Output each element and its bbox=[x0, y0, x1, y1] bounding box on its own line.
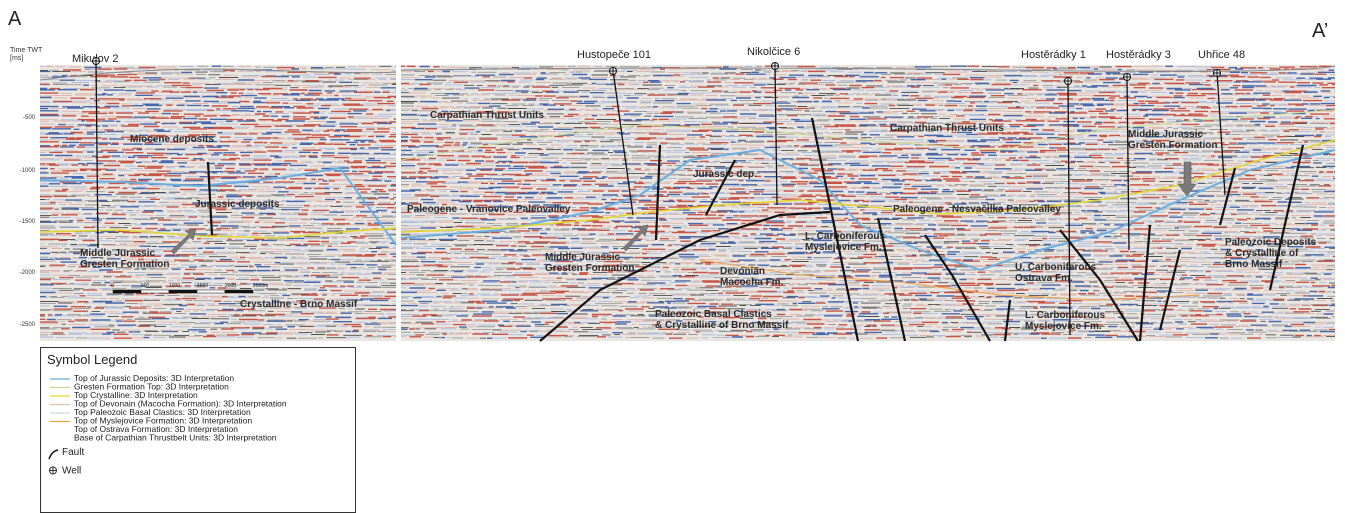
legend-label: Top Crystalline: 3D Interpretation bbox=[74, 390, 198, 400]
well-symbol-cross bbox=[609, 67, 617, 75]
formation-label: Ostrava Fm. bbox=[1015, 273, 1073, 284]
well-symbol-cross bbox=[1213, 69, 1221, 77]
legend-label: Fault bbox=[62, 447, 84, 458]
well-label: Hustopeče 101 bbox=[577, 49, 651, 61]
y-tick-label: -2500 bbox=[20, 322, 36, 328]
formation-label: L. Carboniferous bbox=[1025, 310, 1105, 321]
well-label: Hostěrádky 1 bbox=[1021, 49, 1086, 61]
formation-label: & Crystalline of bbox=[1225, 248, 1299, 259]
y-tick-label: -1000 bbox=[20, 168, 36, 174]
legend: Top of Jurassic Deposits: 3D Interpretat… bbox=[48, 373, 287, 477]
scale-label: 2500m bbox=[253, 283, 268, 289]
well-path bbox=[1067, 79, 1071, 336]
y-axis: -500 -1000 -1500 -2000 -2500 bbox=[20, 115, 36, 328]
arrows bbox=[170, 161, 1197, 255]
formation-label: Brno Massif bbox=[1225, 259, 1283, 270]
formation-label: Paleozoic Basal Clastics bbox=[655, 309, 772, 320]
legend-title: Symbol Legend bbox=[47, 352, 137, 367]
formation-label: Paleogene - Nesvačilka Paleovalley bbox=[893, 204, 1061, 215]
formation-label: Crystalline - Brno Massif bbox=[240, 299, 358, 310]
legend-well-cross bbox=[49, 467, 57, 474]
formation-label: Devonian bbox=[720, 266, 765, 277]
formation-label: Myslejovice Fm. bbox=[1025, 321, 1102, 332]
scale-label: 1500 bbox=[197, 283, 208, 289]
legend-fault-icon bbox=[48, 449, 59, 460]
well-symbol-cross bbox=[1064, 77, 1072, 85]
well-path bbox=[612, 69, 634, 216]
formation-label: Paleozoic Deposits bbox=[1225, 237, 1317, 248]
formation-label: Macocha Fm. bbox=[720, 277, 784, 288]
seismic-reflections bbox=[40, 65, 1335, 339]
seismic-reflections bbox=[40, 65, 1335, 339]
formation-label: & Crystalline of Brno Massif bbox=[655, 320, 789, 331]
scale-label: 0 bbox=[111, 283, 114, 289]
formation-label: L. Carboniferous bbox=[805, 231, 885, 242]
formation-label: Gresten Formation bbox=[1128, 140, 1217, 151]
well-symbol-cross bbox=[771, 62, 779, 70]
legend-label: Gresten Formation Top: 3D Interpretation bbox=[74, 382, 229, 392]
formation-label: Miocene deposits bbox=[130, 134, 214, 145]
well-label: Uhřice 48 bbox=[1198, 49, 1245, 61]
legend-label: Top Paleozoic Basal Clastics: 3D Interpr… bbox=[74, 407, 251, 417]
scale-segment bbox=[112, 289, 142, 294]
scale-segment bbox=[168, 289, 198, 294]
formation-label: Middle Jurassic bbox=[545, 252, 620, 263]
seismic-texture bbox=[39, 65, 1336, 339]
annotations: Miocene deposits Jurassic deposits Middle … bbox=[80, 110, 1317, 332]
formation-label: Gresten Formation bbox=[80, 259, 169, 270]
scale-label: 2000 bbox=[225, 283, 236, 289]
scale-label: 500 bbox=[141, 283, 150, 289]
axis-unit: [ms] bbox=[10, 55, 23, 62]
legend-box bbox=[40, 347, 356, 513]
well-path bbox=[1126, 75, 1130, 251]
formation-label: Carpathian Thrust Units bbox=[890, 123, 1004, 134]
seismic-reflections bbox=[40, 65, 1335, 339]
well-label: Nikolčice 6 bbox=[747, 46, 800, 58]
formation-label: Jurassic deposits bbox=[195, 199, 280, 210]
well-symbol-cross bbox=[92, 57, 100, 65]
wells: Mikulov 2 Hustopeče 101 Nikolčice 6 Hostěrá… bbox=[72, 46, 1245, 336]
formation-label: Carpathian Thrust Units bbox=[430, 110, 544, 121]
formation-label: Jurassic dep. bbox=[693, 169, 757, 180]
well-path bbox=[95, 59, 99, 249]
formation-label: Middle Jurassic bbox=[80, 248, 155, 259]
legend-label: Well bbox=[62, 466, 81, 477]
legend-label: Top of Jurassic Deposits: 3D Interpretat… bbox=[74, 373, 234, 383]
formation-label: Myslejovice Fm. bbox=[805, 242, 882, 253]
scale-label: 1000 bbox=[169, 283, 180, 289]
y-tick-label: -500 bbox=[23, 115, 36, 121]
y-tick-label: -1500 bbox=[20, 219, 36, 225]
scale-bar: 0 500 1000 1500 2000 2500m bbox=[111, 283, 268, 294]
faults bbox=[206, 117, 1305, 342]
topography bbox=[39, 65, 1336, 81]
formation-label: U. Carboniferous bbox=[1015, 262, 1097, 273]
scale-segment bbox=[196, 289, 226, 294]
well-path bbox=[774, 64, 778, 206]
section-start: A bbox=[8, 8, 22, 30]
well-label: Hostěrádky 3 bbox=[1106, 49, 1171, 61]
horizons bbox=[39, 109, 1336, 301]
legend-label: Top of Devonain (Macocha Formation): 3D … bbox=[74, 399, 287, 409]
seismic-reflections bbox=[40, 65, 1335, 339]
axis-title: Time TWT bbox=[10, 47, 43, 54]
formation-label: Middle Jurassic bbox=[1128, 129, 1203, 140]
well-symbol-cross bbox=[1123, 73, 1131, 81]
legend-label: Top of Ostrava Formation: 3D Interpretat… bbox=[74, 424, 238, 434]
seismic-reflections bbox=[40, 65, 1335, 339]
formation-label: Gresten Formation bbox=[545, 263, 634, 274]
y-tick-label: -2000 bbox=[20, 270, 36, 276]
well-path bbox=[1216, 71, 1226, 196]
scale-segment bbox=[224, 289, 254, 294]
legend-label: Base of Carpathian Thrustbelt Units: 3D … bbox=[74, 433, 277, 443]
section-end: A’ bbox=[1312, 20, 1328, 42]
legend-label: Top of Myslejovice Formation: 3D Interpr… bbox=[74, 416, 252, 426]
scale-segment bbox=[140, 289, 170, 294]
formation-label: Paleogene - Vranovice Paleovalley bbox=[407, 204, 571, 215]
seismic-reflections bbox=[40, 65, 1335, 339]
